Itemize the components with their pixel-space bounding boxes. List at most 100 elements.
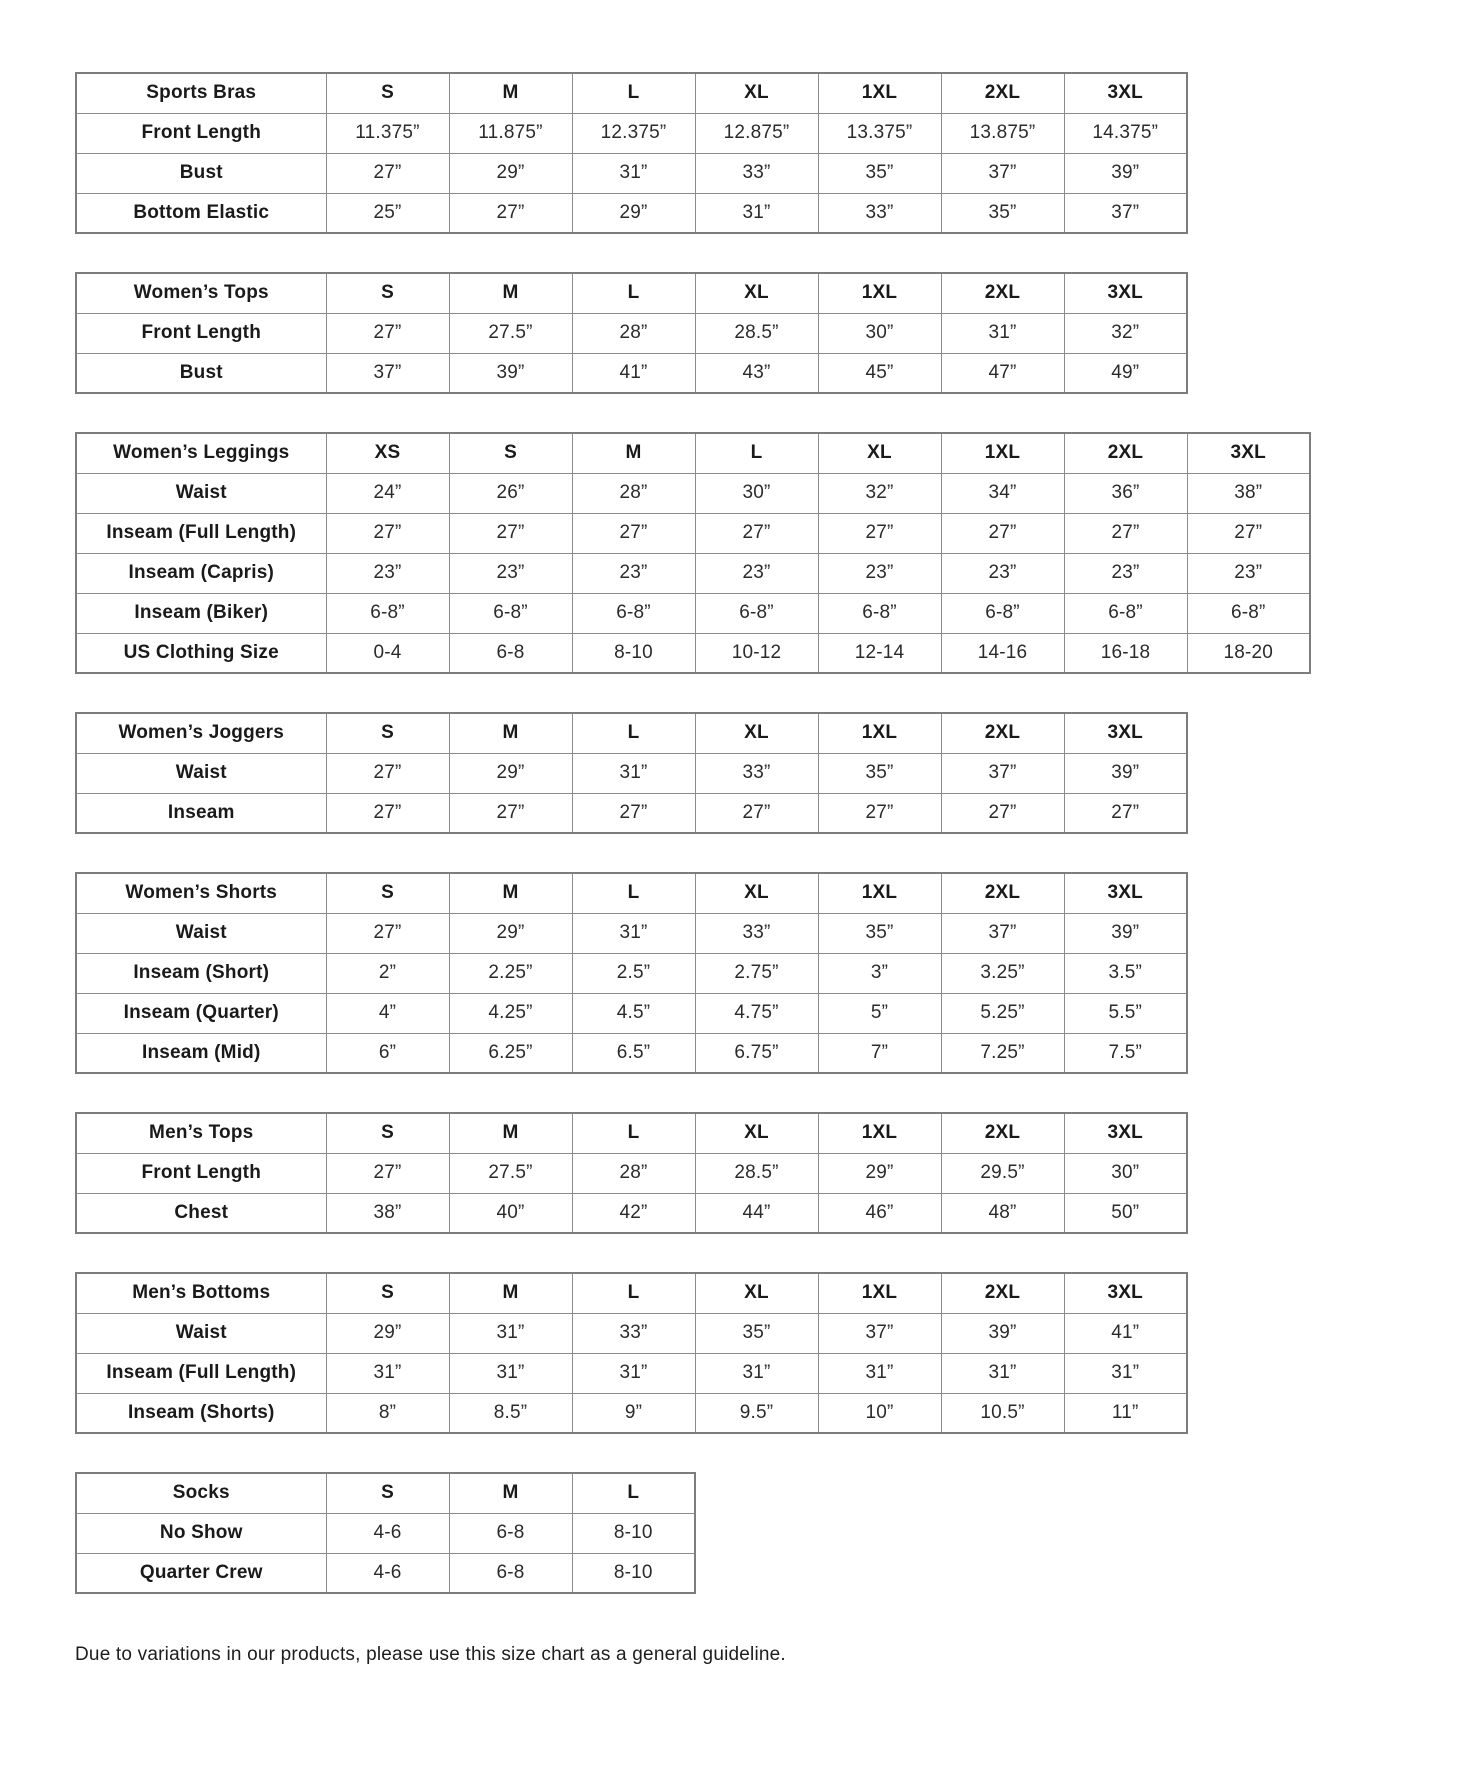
value-cell: 23” [694, 552, 819, 594]
size-header-cell: L [571, 1472, 696, 1514]
value-cell: 6-8 [448, 632, 573, 674]
value-cell: 34” [940, 472, 1065, 514]
measurement-row: Waist 27” 29” 31” 33” 35” 37” 39” [75, 752, 1188, 794]
value-cell: 9” [571, 1392, 696, 1434]
row-label-cell: Waist [75, 752, 327, 794]
value-cell: 10.5” [940, 1392, 1065, 1434]
row-label-cell: Waist [75, 1312, 327, 1354]
table-womens-leggings: Women’s Leggings XS S M L XL 1XL 2XL 3XL Waist 24”… [75, 432, 1311, 674]
value-cell: 27” [571, 512, 696, 554]
value-cell: 13.375” [817, 112, 942, 154]
value-cell: 23” [1063, 552, 1188, 594]
value-cell: 23” [325, 552, 450, 594]
table-title-cell: Men’s Bottoms [75, 1272, 327, 1314]
size-header-cell: XL [694, 272, 819, 314]
size-header-cell: 1XL [817, 72, 942, 114]
size-header-cell: S [325, 872, 450, 914]
measurement-row: Inseam (Shorts) 8” 8.5” 9” 9.5” 10” 10.5” 11” [75, 1392, 1188, 1434]
value-cell: 9.5” [694, 1392, 819, 1434]
value-cell: 8-10 [571, 1512, 696, 1554]
value-cell: 31” [1063, 1352, 1188, 1394]
value-cell: 6-8 [448, 1552, 573, 1594]
size-header-cell: 3XL [1186, 432, 1311, 474]
value-cell: 18-20 [1186, 632, 1311, 674]
value-cell: 27” [448, 192, 573, 234]
value-cell: 32” [1063, 312, 1188, 354]
value-cell: 35” [817, 912, 942, 954]
value-cell: 29.5” [940, 1152, 1065, 1194]
value-cell: 37” [325, 352, 450, 394]
row-label-cell: Bottom Elastic [75, 192, 327, 234]
table-title-cell: Women’s Leggings [75, 432, 327, 474]
value-cell: 12.875” [694, 112, 819, 154]
size-header-cell: S [325, 1112, 450, 1154]
value-cell: 0-4 [325, 632, 450, 674]
measurement-row: Inseam (Short) 2” 2.25” 2.5” 2.75” 3” 3.25” 3.5… [75, 952, 1188, 994]
value-cell: 4” [325, 992, 450, 1034]
value-cell: 23” [448, 552, 573, 594]
value-cell: 28” [571, 312, 696, 354]
value-cell: 33” [694, 152, 819, 194]
table-title-cell: Women’s Shorts [75, 872, 327, 914]
value-cell: 8” [325, 1392, 450, 1434]
value-cell: 23” [817, 552, 942, 594]
value-cell: 27.5” [448, 312, 573, 354]
value-cell: 8-10 [571, 1552, 696, 1594]
value-cell: 6-8” [448, 592, 573, 634]
size-header-cell: 2XL [940, 712, 1065, 754]
row-label-cell: Quarter Crew [75, 1552, 327, 1594]
size-header-cell: 3XL [1063, 712, 1188, 754]
header-row: Women’s Tops S M L XL 1XL 2XL 3XL [75, 272, 1188, 314]
size-header-cell: XL [817, 432, 942, 474]
value-cell: 7” [817, 1032, 942, 1074]
value-cell: 12.375” [571, 112, 696, 154]
value-cell: 46” [817, 1192, 942, 1234]
row-label-cell: Inseam (Quarter) [75, 992, 327, 1034]
value-cell: 27” [940, 792, 1065, 834]
value-cell: 28” [571, 1152, 696, 1194]
value-cell: 28” [571, 472, 696, 514]
value-cell: 39” [940, 1312, 1065, 1354]
header-row: Sports Bras S M L XL 1XL 2XL 3XL [75, 72, 1188, 114]
value-cell: 30” [694, 472, 819, 514]
disclaimer-note: Due to variations in our products, pleas… [75, 1644, 786, 1665]
value-cell: 31” [940, 312, 1065, 354]
row-label-cell: Inseam (Full Length) [75, 512, 327, 554]
value-cell: 10” [817, 1392, 942, 1434]
value-cell: 4-6 [325, 1552, 450, 1594]
table-title-cell: Men’s Tops [75, 1112, 327, 1154]
measurement-row: Waist 27” 29” 31” 33” 35” 37” 39” [75, 912, 1188, 954]
size-header-cell: S [325, 1272, 450, 1314]
value-cell: 6-8” [1186, 592, 1311, 634]
value-cell: 29” [448, 912, 573, 954]
table-socks: Socks S M L No Show 4-6 6-8 8-10 Quarter Crew 4-6… [75, 1472, 696, 1594]
row-label-cell: Bust [75, 152, 327, 194]
table-womens-tops: Women’s Tops S M L XL 1XL 2XL 3XL Front Length 27… [75, 272, 1188, 394]
value-cell: 13.875” [940, 112, 1065, 154]
value-cell: 37” [940, 752, 1065, 794]
header-row: Women’s Leggings XS S M L XL 1XL 2XL 3XL [75, 432, 1311, 474]
value-cell: 31” [571, 152, 696, 194]
size-header-cell: 1XL [940, 432, 1065, 474]
measurement-row: Quarter Crew 4-6 6-8 8-10 [75, 1552, 696, 1594]
value-cell: 33” [571, 1312, 696, 1354]
value-cell: 12-14 [817, 632, 942, 674]
value-cell: 26” [448, 472, 573, 514]
measurement-row: Inseam (Full Length) 31” 31” 31” 31” 31” 31” 31… [75, 1352, 1188, 1394]
value-cell: 29” [325, 1312, 450, 1354]
value-cell: 32” [817, 472, 942, 514]
value-cell: 27” [1063, 512, 1188, 554]
value-cell: 28.5” [694, 312, 819, 354]
value-cell: 31” [694, 192, 819, 234]
size-header-cell: 3XL [1063, 272, 1188, 314]
value-cell: 31” [571, 1352, 696, 1394]
size-header-cell: S [325, 72, 450, 114]
value-cell: 27” [448, 512, 573, 554]
value-cell: 35” [817, 752, 942, 794]
value-cell: 31” [448, 1312, 573, 1354]
value-cell: 7.25” [940, 1032, 1065, 1074]
value-cell: 29” [448, 152, 573, 194]
value-cell: 6.5” [571, 1032, 696, 1074]
size-header-cell: XL [694, 72, 819, 114]
value-cell: 31” [448, 1352, 573, 1394]
